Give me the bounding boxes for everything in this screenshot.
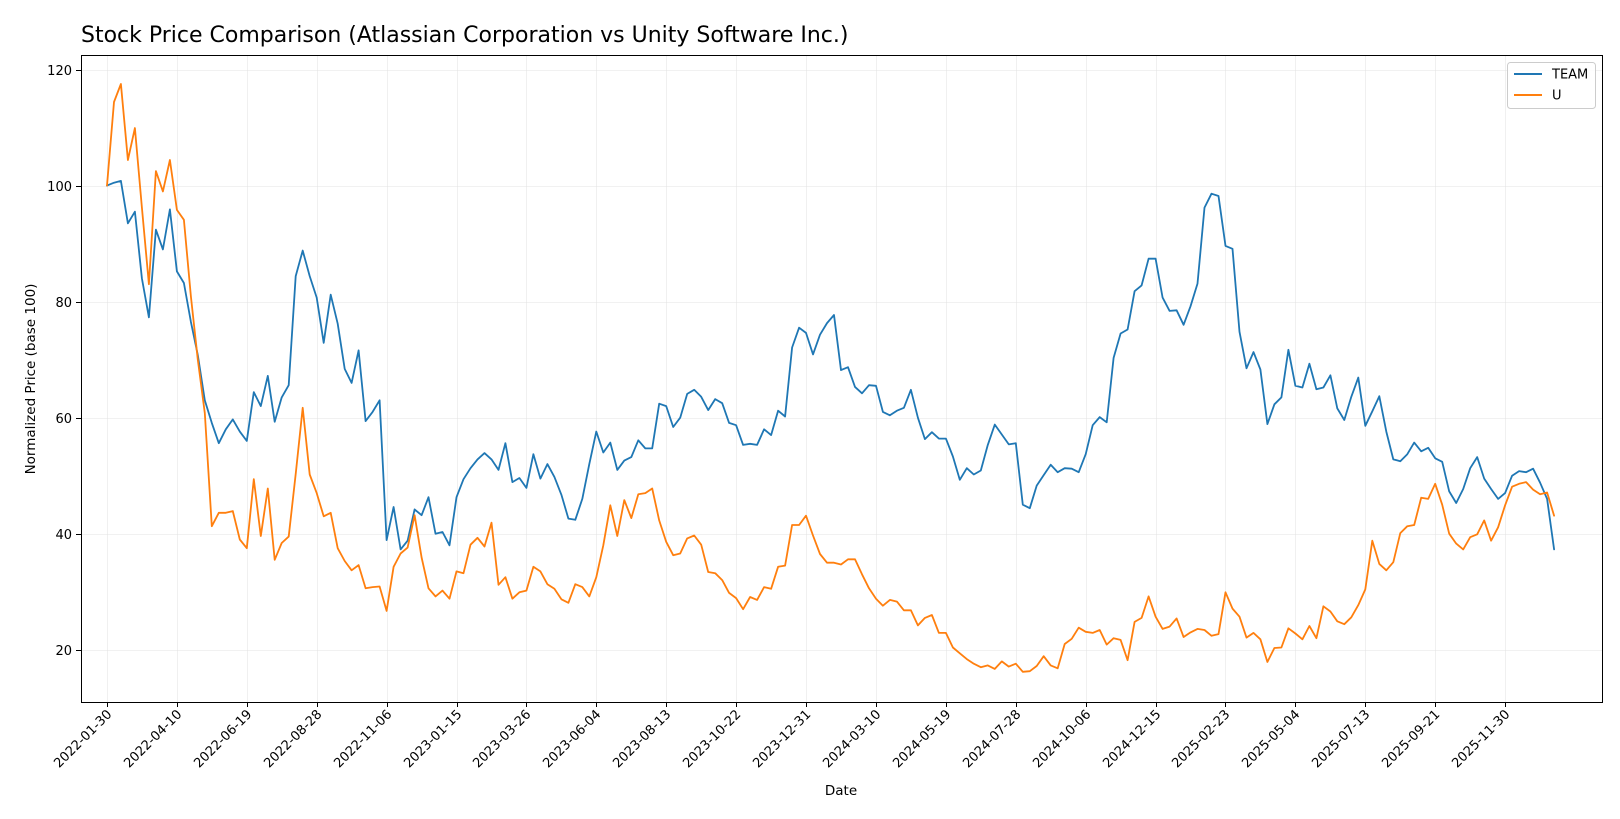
legend: TEAM U — [1507, 62, 1596, 109]
chart-title: Stock Price Comparison (Atlassian Corpor… — [81, 23, 848, 48]
series-line-team — [106, 180, 1555, 551]
legend-label-u: U — [1552, 89, 1562, 104]
legend-label-team: TEAM — [1551, 68, 1588, 83]
y-tick-label: 100 — [47, 180, 72, 195]
y-axis-title: Normalized Price (base 100) — [23, 284, 39, 475]
y-tick-label: 40 — [55, 528, 72, 543]
plot-area-frame — [81, 55, 1603, 703]
series-line-u — [106, 83, 1555, 673]
y-tick-label: 60 — [55, 412, 72, 427]
y-tick-label: 80 — [55, 296, 72, 311]
x-axis-title: Date — [825, 783, 857, 799]
y-tick-label: 20 — [55, 644, 72, 659]
y-tick-label: 120 — [47, 64, 72, 79]
series-lines — [106, 83, 1555, 673]
